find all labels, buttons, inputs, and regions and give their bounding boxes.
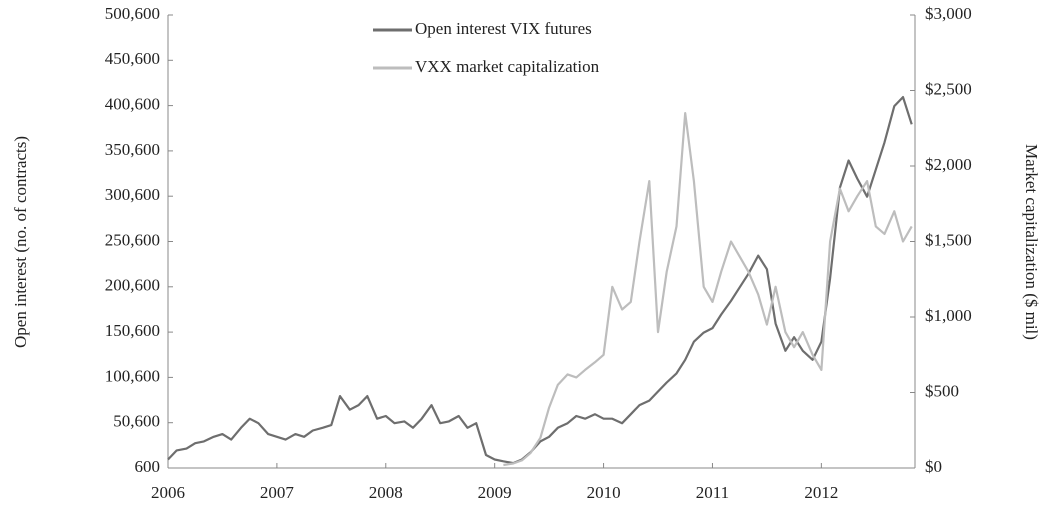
- y-axis-label: Open interest (no. of contracts): [11, 136, 30, 348]
- x-tick-label: 2011: [696, 483, 729, 502]
- y-tick-label: 600: [135, 457, 161, 476]
- x-tick-label: 2007: [260, 483, 295, 502]
- series-line: [167, 96, 913, 465]
- y-tick-label: 350,600: [105, 140, 160, 159]
- x-tick-label: 2008: [369, 483, 403, 502]
- y2-tick-label: $3,000: [925, 4, 972, 23]
- y2-tick-label: $1,000: [925, 306, 972, 325]
- y2-axis-label: Market capitalization ($ mil): [1022, 144, 1041, 340]
- y-tick-label: 50,600: [113, 412, 160, 431]
- y-tick-label: 100,600: [105, 366, 160, 385]
- series-line: [503, 112, 913, 467]
- legend-label: Open interest VIX futures: [415, 19, 592, 38]
- y2-tick-label: $0: [925, 457, 942, 476]
- y-tick-label: 200,600: [105, 276, 160, 295]
- legend-label: VXX market capitalization: [415, 57, 600, 76]
- y-tick-label: 400,600: [105, 95, 160, 114]
- y-tick-label: 150,600: [105, 321, 160, 340]
- y-tick-label: 500,600: [105, 4, 160, 23]
- y-tick-label: 300,600: [105, 185, 160, 204]
- y2-tick-label: $2,000: [925, 155, 972, 174]
- y2-tick-label: $1,500: [925, 230, 972, 249]
- y2-tick-label: $2,500: [925, 79, 972, 98]
- y-tick-label: 250,600: [105, 230, 160, 249]
- x-tick-label: 2010: [587, 483, 621, 502]
- y2-tick-label: $500: [925, 381, 959, 400]
- x-tick-label: 2009: [478, 483, 512, 502]
- x-tick-label: 2006: [151, 483, 185, 502]
- x-tick-label: 2012: [804, 483, 838, 502]
- y-tick-label: 450,600: [105, 49, 160, 68]
